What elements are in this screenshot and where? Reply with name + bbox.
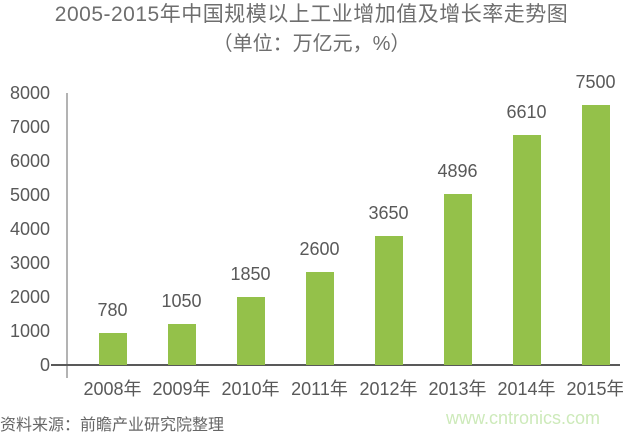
- bar-2013年: [443, 194, 472, 365]
- y-axis-tick-label: 8000: [9, 83, 50, 103]
- x-axis-tick-label: 2015年: [566, 379, 623, 399]
- x-axis-tick-label: 2008年: [83, 379, 142, 399]
- x-axis-line: [51, 364, 620, 366]
- bar-2015年: [581, 105, 610, 365]
- bar-value-label: 1050: [161, 291, 202, 311]
- x-axis-tick-label: 2013年: [428, 379, 487, 399]
- bar-2010年: [236, 297, 265, 365]
- x-axis-tick-label: 2009年: [152, 379, 211, 399]
- bar-value-label: 780: [97, 300, 128, 320]
- bar-2014年: [512, 135, 541, 365]
- bar-value-label: 6610: [506, 102, 547, 122]
- y-axis-tick-label: 4000: [9, 219, 50, 239]
- x-axis-tick-label: 2014年: [497, 379, 556, 399]
- website-link[interactable]: www.cntronics.com: [445, 408, 600, 428]
- bar-2009年: [167, 324, 196, 365]
- x-axis-tick-label: 2011年: [291, 379, 348, 399]
- y-axis-tick-label: 3000: [9, 253, 50, 273]
- chart-title: 2005-2015年中国规模以上工业增加值及增长率走势图: [54, 3, 569, 26]
- y-axis-line: [66, 93, 68, 378]
- bar-2011年: [305, 272, 334, 365]
- y-axis-tick-label: 6000: [9, 151, 50, 171]
- source-note: 资料来源：前瞻产业研究院整理: [0, 417, 225, 434]
- bar-value-label: 3650: [368, 203, 409, 223]
- y-axis-tick-label: 7000: [9, 117, 50, 137]
- y-axis-tick-label: 5000: [9, 185, 50, 205]
- y-axis-tick-label: 2000: [9, 287, 50, 307]
- y-axis-tick-label: 1000: [9, 321, 50, 341]
- x-axis-tick-label: 2010年: [221, 379, 280, 399]
- bar-2008年: [98, 333, 127, 365]
- bar-value-label: 1850: [230, 264, 271, 284]
- chart-subtitle: （单位：万亿元，%）: [212, 33, 411, 55]
- bar-value-label: 2600: [299, 239, 340, 259]
- bar-2012年: [374, 236, 403, 365]
- y-axis-tick-label: 0: [39, 355, 50, 375]
- x-axis-tick-label: 2012年: [359, 379, 418, 399]
- bar-value-label: 7500: [575, 72, 616, 92]
- bar-value-label: 4896: [437, 161, 478, 181]
